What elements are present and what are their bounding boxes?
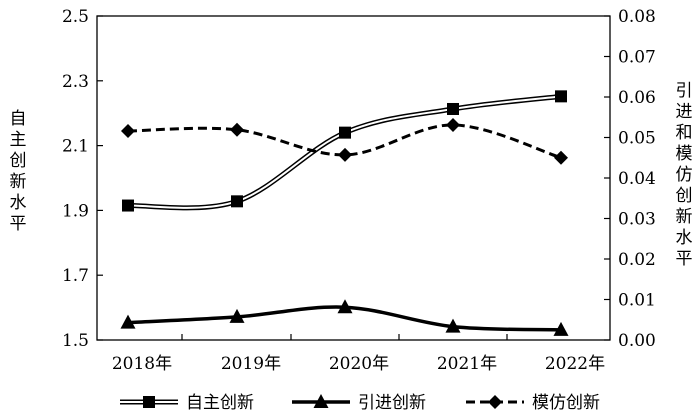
y-right-label-char: 水	[676, 228, 693, 248]
y-right-label-char: 和	[676, 123, 693, 143]
y-left-label-char: 平	[10, 214, 27, 234]
data-point	[121, 124, 135, 139]
x-tick-label: 2019年	[221, 354, 281, 374]
data-point	[337, 299, 353, 314]
y-right-label-char: 新	[676, 207, 693, 227]
legend-label: 引进创新	[358, 393, 426, 413]
axes: 1.5 1.7 1.9 2.1 2.3 2.5 0.00 0.01 0.02 0.03 0.04 0.…	[62, 7, 656, 374]
y-right-tick-label: 0.08	[618, 7, 656, 27]
data-point	[230, 122, 244, 137]
y-right-tick-label: 0.03	[618, 210, 656, 230]
x-tick-label: 2021年	[437, 354, 497, 374]
series-2	[120, 299, 569, 336]
x-tick-label: 2018年	[112, 354, 172, 374]
y-left-tick-label: 2.1	[62, 137, 89, 157]
y-right-label-char: 引	[676, 81, 693, 101]
series-layer	[120, 90, 569, 336]
y-left-tick-label: 1.7	[62, 266, 89, 286]
series-line	[127, 123, 562, 160]
data-point	[555, 90, 567, 103]
legend-swatch-marker	[143, 396, 155, 408]
y-left-tick-label: 1.9	[62, 201, 89, 221]
legend-item: 模仿创新	[466, 393, 600, 413]
legend-item: 引进创新	[292, 393, 426, 413]
legend-swatch-marker	[488, 395, 502, 409]
y-right-tick-label: 0.05	[618, 129, 656, 149]
data-point	[122, 199, 134, 212]
data-point	[229, 308, 245, 323]
data-point	[446, 117, 460, 132]
y-right-label-char: 模	[676, 144, 693, 164]
data-point	[447, 102, 459, 115]
data-point	[554, 150, 568, 165]
series-3	[121, 117, 568, 165]
y-right-label-char: 创	[676, 186, 693, 206]
data-point	[339, 126, 351, 139]
y-left-label-char: 主	[10, 130, 27, 150]
y-left-tick-label: 2.3	[62, 72, 89, 92]
y-left-label-char: 新	[10, 172, 27, 192]
legend-label: 自主创新	[186, 393, 254, 413]
y-right-tick-label: 0.04	[618, 169, 656, 189]
legend-item: 自主创新	[120, 393, 254, 413]
legend-swatch-marker	[313, 394, 329, 408]
y-right-label-char: 平	[676, 249, 693, 269]
legend-label: 模仿创新	[532, 393, 600, 413]
y-right-label-char: 仿	[676, 165, 693, 185]
data-point	[120, 314, 136, 329]
y-right-tick-label: 0.02	[618, 250, 656, 270]
y-right-tick-label: 0.07	[618, 48, 656, 68]
y-left-label-char: 水	[10, 193, 27, 213]
y-right-tick-label: 0.06	[618, 88, 656, 108]
x-tick-label: 2022年	[545, 354, 605, 374]
x-tick-label: 2020年	[329, 354, 389, 374]
data-point	[338, 147, 352, 162]
y-left-tick-label: 2.5	[62, 7, 89, 27]
y-left-label-char: 创	[10, 151, 27, 171]
plot-frame	[96, 15, 611, 341]
y-right-tick-label: 0.00	[618, 331, 656, 351]
legend: 自主创新 引进创新 模仿创新	[120, 393, 600, 413]
y-right-tick-label: 0.01	[618, 291, 656, 311]
data-point	[231, 195, 243, 208]
y-right-label-char: 进	[676, 102, 693, 122]
y-left-label-char: 自	[10, 109, 27, 129]
y-left-tick-label: 1.5	[62, 331, 89, 351]
series-1	[122, 90, 567, 212]
data-point	[553, 321, 569, 336]
data-point	[445, 318, 461, 333]
